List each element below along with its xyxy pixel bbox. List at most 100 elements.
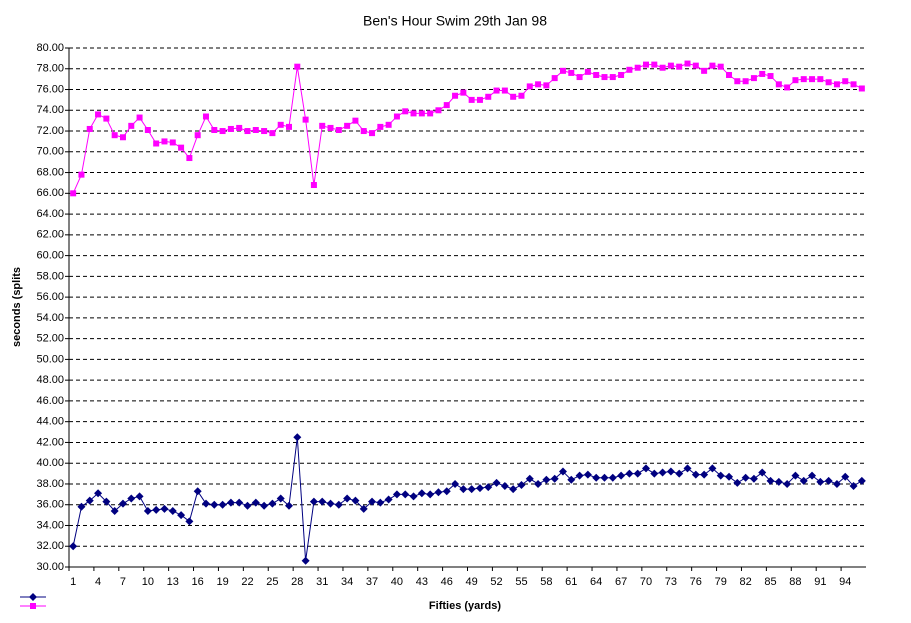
y-tick-label: 44.00 [36,416,64,428]
point [401,490,410,499]
point [269,130,276,137]
point [767,73,774,80]
point [475,484,484,493]
point [359,504,368,513]
point [633,469,642,478]
x-tick-label: 28 [291,576,303,588]
point [152,505,161,514]
point [510,93,517,100]
point [691,470,700,479]
x-tick-label: 94 [839,576,851,588]
point [286,123,293,130]
point [227,125,234,132]
point [351,496,360,505]
point [526,83,533,90]
point [733,478,742,487]
point [201,499,210,508]
x-tick-label: 55 [515,576,527,588]
point [94,489,103,498]
point [319,122,326,129]
point [302,116,309,123]
point [136,114,143,121]
point [334,500,343,509]
point [310,182,317,189]
point [600,473,609,482]
x-tick-label: 52 [490,576,502,588]
x-tick-label: 70 [640,576,652,588]
point [575,471,584,480]
point [418,110,425,117]
point [352,117,359,124]
point [850,81,857,88]
y-tick-label: 38.00 [36,478,64,490]
point [70,190,77,197]
point [857,476,866,485]
point [326,499,335,508]
point [625,469,634,478]
point [584,68,591,75]
point [576,74,583,81]
point [550,474,559,483]
x-tick-label: 67 [615,576,627,588]
point [376,498,385,507]
point [609,74,616,81]
y-tick-label: 36.00 [36,499,64,511]
y-tick-label: 68.00 [36,166,64,178]
point [542,475,551,484]
y-tick-label: 64.00 [36,208,64,220]
point [759,70,766,77]
point [676,63,683,70]
point [618,71,625,78]
point [128,122,135,129]
point [675,469,684,478]
point [77,502,86,511]
point [816,477,825,486]
point [784,84,791,91]
point [443,102,450,109]
x-tick-label: 82 [739,576,751,588]
y-tick-label: 30.00 [36,561,64,573]
point [343,494,352,503]
point [385,121,392,128]
point [726,71,733,78]
point [534,479,543,488]
point [218,500,227,509]
point [684,60,691,67]
point [543,82,550,89]
point [85,496,94,505]
point [617,471,626,480]
point [268,499,277,508]
y-tick-label: 66.00 [36,187,64,199]
point [185,517,194,526]
point [435,107,442,114]
x-tick-label: 19 [216,576,228,588]
x-axis-title: Fifties (yards) [429,600,501,612]
point [127,494,136,503]
point [360,128,367,135]
point [484,483,493,492]
point [243,501,252,510]
y-axis-title: seconds (splits [11,267,23,347]
point [335,127,342,134]
y-tick-label: 52.00 [36,333,64,345]
point [285,501,294,510]
point [402,108,409,115]
point [509,485,518,494]
chart-title: Ben's Hour Swim 29th Jan 98 [363,13,547,29]
point [791,471,800,480]
point [78,171,85,178]
point [741,473,750,482]
y-tick-label: 72.00 [36,125,64,137]
point [194,132,201,139]
point [792,77,799,84]
point [809,76,816,83]
y-tick-label: 46.00 [36,395,64,407]
point [102,497,111,506]
point [301,556,310,565]
y-tick-label: 32.00 [36,540,64,552]
point [260,501,269,510]
point [219,128,226,135]
y-tick-label: 34.00 [36,519,64,531]
point [650,469,659,478]
point [293,433,302,442]
